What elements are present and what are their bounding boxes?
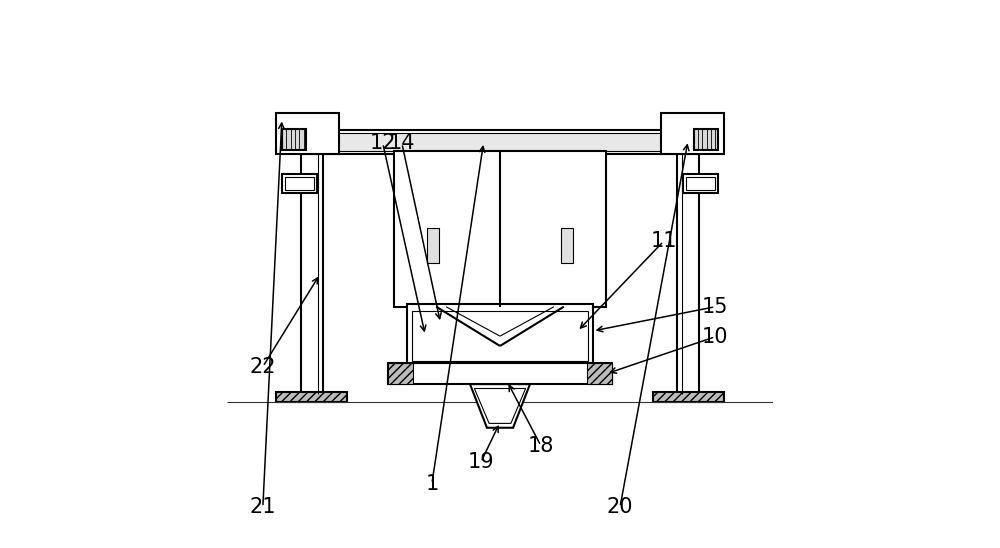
Bar bbox=[282, 129, 306, 150]
Bar bbox=[301, 133, 699, 151]
Bar bbox=[423, 307, 443, 347]
Text: 10: 10 bbox=[702, 327, 729, 347]
Bar bbox=[285, 178, 314, 190]
Text: 18: 18 bbox=[528, 436, 554, 456]
Bar bbox=[653, 392, 724, 402]
Bar bbox=[388, 363, 612, 384]
Bar bbox=[686, 178, 715, 190]
Text: 1: 1 bbox=[425, 474, 438, 494]
Polygon shape bbox=[470, 384, 530, 428]
Bar bbox=[587, 363, 612, 384]
Text: 14: 14 bbox=[389, 133, 415, 153]
Bar bbox=[661, 113, 724, 154]
Text: 11: 11 bbox=[650, 231, 677, 252]
Bar bbox=[407, 304, 593, 364]
Bar bbox=[561, 227, 573, 263]
Text: 22: 22 bbox=[250, 357, 276, 376]
Bar bbox=[276, 113, 339, 154]
Polygon shape bbox=[474, 389, 526, 424]
Text: 20: 20 bbox=[607, 498, 633, 517]
Bar bbox=[394, 151, 606, 307]
Bar bbox=[282, 174, 317, 193]
Bar bbox=[694, 129, 718, 150]
Text: 19: 19 bbox=[468, 452, 494, 472]
Bar bbox=[557, 307, 577, 347]
Bar bbox=[683, 174, 718, 193]
Bar bbox=[276, 392, 347, 402]
Text: 21: 21 bbox=[250, 498, 276, 517]
Text: 12: 12 bbox=[370, 133, 396, 153]
Bar bbox=[412, 311, 588, 361]
Bar bbox=[388, 363, 413, 384]
Bar bbox=[298, 129, 702, 154]
Bar bbox=[427, 227, 439, 263]
Bar bbox=[677, 154, 699, 394]
Text: 15: 15 bbox=[702, 296, 729, 317]
Bar bbox=[301, 154, 323, 394]
